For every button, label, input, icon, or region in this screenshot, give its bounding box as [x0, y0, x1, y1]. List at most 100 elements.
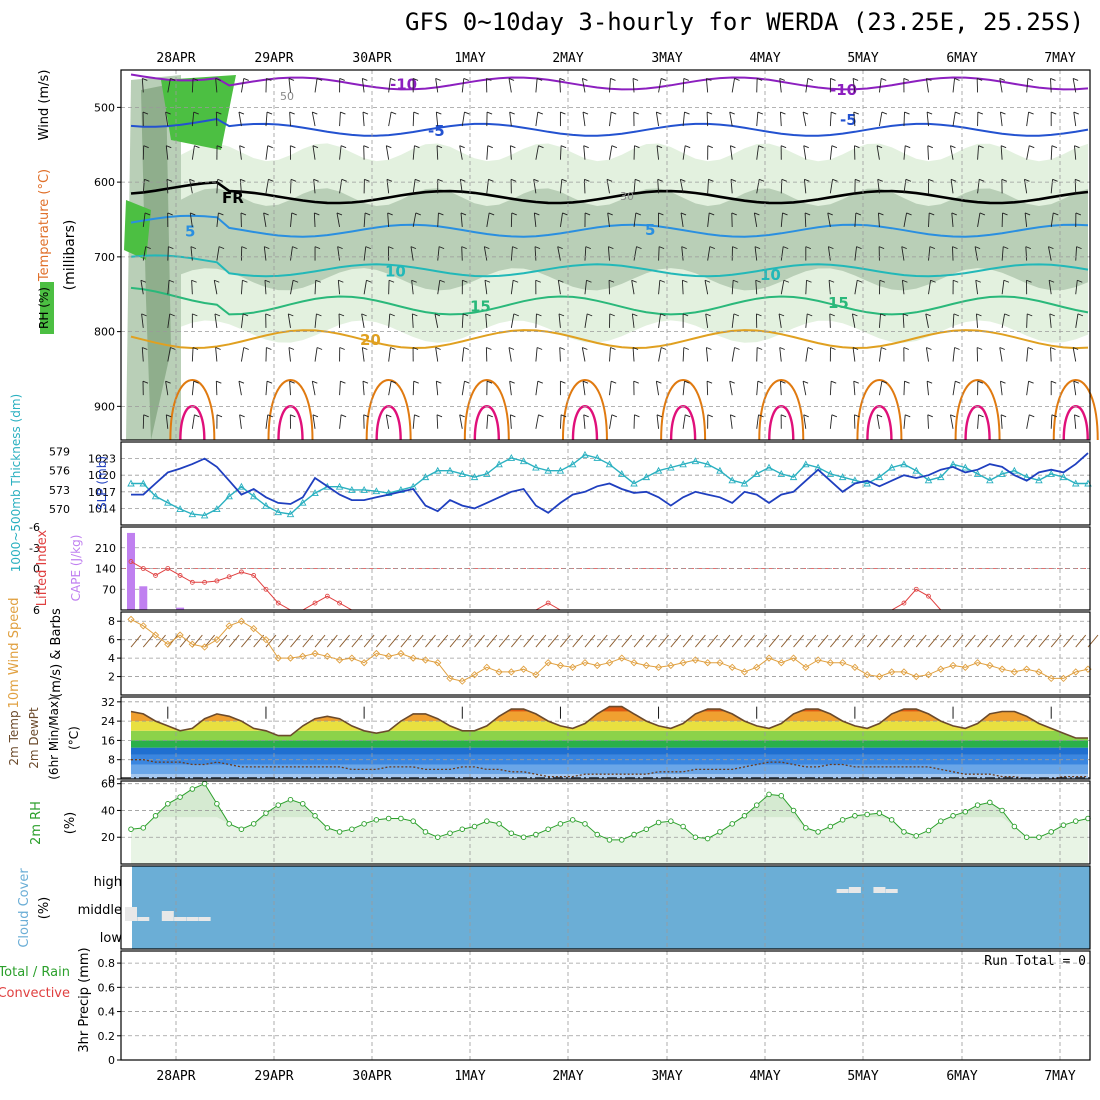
wind-barb-flag	[216, 145, 223, 149]
ytick-label: 0	[108, 1054, 115, 1067]
wind-barb-flag	[680, 212, 687, 216]
wind-barb-flag	[1049, 313, 1055, 317]
wind-barb-flag	[218, 246, 225, 250]
thickness-point	[483, 469, 491, 477]
wind-barb-flag	[538, 145, 544, 149]
wind-barb	[167, 246, 169, 261]
rh2m-point	[582, 821, 588, 827]
date-label-top: 30APR	[352, 51, 391, 66]
wind-barb	[952, 313, 955, 328]
li-point	[324, 593, 330, 599]
contour-label: 10	[385, 262, 406, 280]
wind-barb-flag	[438, 212, 444, 216]
wind-barb-flag	[631, 279, 637, 283]
wind-barb-flag	[513, 313, 519, 317]
wind-barb-flag	[754, 212, 760, 216]
rh2m-point	[385, 815, 392, 822]
cloud-bar-middle	[186, 917, 199, 921]
wind-barb-flag	[878, 212, 884, 216]
wind10-barb	[216, 634, 228, 648]
wind-barb	[167, 78, 171, 93]
wind-barb-flag	[486, 380, 493, 384]
wind-barb-flag	[238, 380, 245, 384]
wind-barb-flag	[706, 78, 712, 81]
wind-barb-flag	[170, 347, 176, 350]
wind-barb	[435, 78, 439, 93]
wind-barb-flag	[338, 313, 345, 317]
wind10-point	[262, 636, 270, 644]
wind-barb	[559, 414, 562, 429]
wind-barb	[559, 145, 562, 160]
rh2m-point	[471, 823, 478, 830]
cape-axis-label: CAPE (J/kg)	[69, 535, 83, 602]
date-label-bottom: 2MAY	[552, 1069, 583, 1084]
wind-barb	[1074, 414, 1077, 429]
thickness-point	[372, 487, 381, 495]
wind-barb-flag	[362, 347, 368, 350]
wind-barb-flag	[1048, 246, 1054, 250]
wind-barb	[1026, 414, 1030, 429]
wind10-barb	[511, 634, 522, 648]
thickness-point	[213, 505, 221, 512]
wind-barb-flag	[684, 111, 690, 115]
rh2m-point	[533, 831, 539, 838]
wind-barb	[730, 179, 733, 194]
wind-barb-flag	[927, 414, 933, 418]
wind-barb-flag	[464, 111, 470, 115]
wind-barb-flag	[876, 414, 883, 418]
wind-barb-flag	[927, 145, 933, 149]
wind-barb	[486, 179, 489, 194]
ytick-label: 4	[108, 652, 115, 665]
temp-contour-10	[130, 254, 1089, 278]
contour-label: -5	[428, 122, 445, 140]
wind-barb-flag	[977, 380, 984, 384]
wind-barb-flag	[560, 414, 567, 418]
wind-barb	[584, 246, 587, 261]
wind10-point	[838, 659, 847, 667]
wind-barb	[1075, 246, 1078, 261]
wind10-barb	[1038, 634, 1050, 648]
wind-barb-flag	[292, 246, 298, 250]
wind-barb-flag	[435, 347, 441, 350]
wind-barb-flag	[165, 111, 171, 115]
wind-barb-flag	[729, 380, 735, 384]
thickness-point	[605, 460, 614, 468]
wind-barb-flag	[903, 78, 909, 81]
wind-barb-flag	[756, 313, 762, 317]
wind-barb-flag	[584, 212, 591, 216]
wind-barb-flag	[779, 78, 785, 81]
wind-barb-flag	[1074, 414, 1080, 418]
wind-barb-flag	[312, 380, 318, 384]
wind10-barb	[265, 634, 277, 648]
thickness-point	[667, 463, 675, 471]
wind-barb	[141, 78, 144, 93]
wind-barb-flag	[925, 313, 931, 317]
rh2m-point	[201, 780, 208, 787]
thickness-point	[789, 473, 798, 481]
wind-barb-flag	[729, 111, 735, 115]
cape-tick-label: 70	[102, 583, 116, 596]
wind-barb-flag	[534, 246, 541, 250]
wind-barb-flag	[633, 380, 639, 384]
wind-barb	[461, 313, 464, 328]
rh2m-point	[238, 826, 245, 832]
wind-barb	[609, 145, 613, 160]
rh2m-point	[668, 818, 674, 824]
wind-barb	[705, 313, 709, 328]
temp-contour-25	[954, 379, 1001, 441]
wind-barb-flag	[852, 347, 859, 350]
rh2m-point	[619, 837, 625, 843]
wind-barb-flag	[145, 246, 151, 250]
thickness-point	[887, 463, 896, 471]
wind-barb	[729, 381, 733, 396]
cloud-bar-middle	[125, 907, 137, 921]
wind-barb-flag	[583, 145, 589, 149]
cloud-bar-middle	[137, 917, 150, 921]
wind-barb-flag	[314, 212, 320, 216]
wind-barb-flag	[902, 313, 909, 317]
temp-contour-25	[1052, 379, 1099, 441]
wind-barb	[681, 246, 684, 261]
wind-barb-flag	[386, 145, 392, 149]
wind-barb-flag	[658, 246, 665, 250]
wind10-barb	[351, 634, 363, 648]
